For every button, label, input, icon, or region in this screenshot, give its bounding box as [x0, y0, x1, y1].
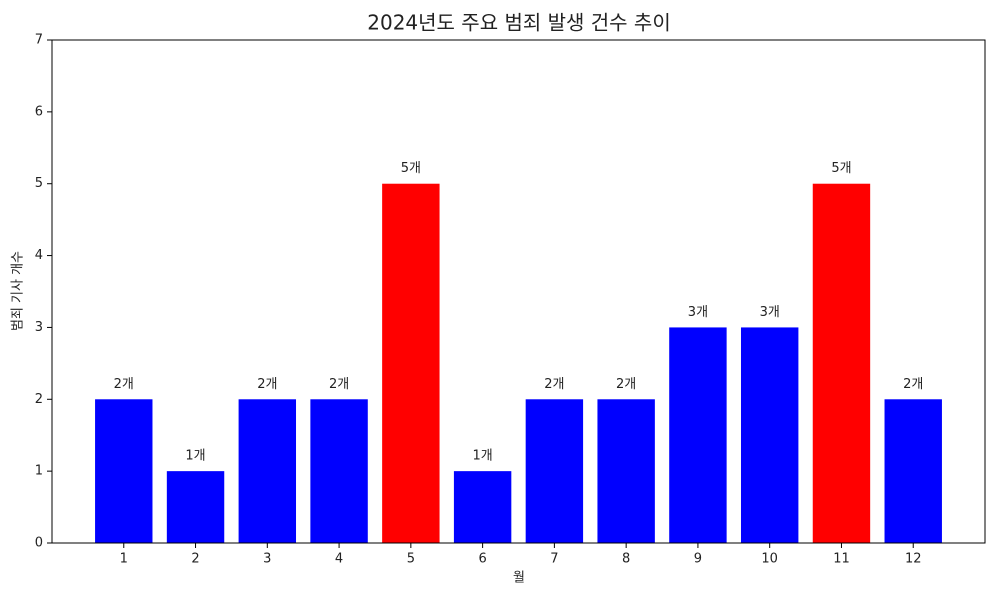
x-tick-label: 5 [407, 552, 415, 567]
x-tick-label: 1 [120, 552, 128, 567]
x-tick-label: 10 [761, 552, 778, 567]
y-tick-label: 2 [35, 392, 43, 407]
x-axis-label: 월 [513, 571, 525, 586]
bar [597, 399, 655, 543]
bar [812, 183, 871, 543]
bar [382, 183, 440, 543]
y-tick-label: 0 [35, 536, 43, 551]
bar [669, 327, 727, 543]
value-label: 1개 [472, 449, 492, 464]
x-tick-label: 11 [833, 552, 850, 567]
x-tick-label: 3 [263, 552, 271, 567]
value-label: 2개 [544, 377, 564, 392]
y-axis-label: 범죄 기사 개수 [11, 251, 26, 331]
value-label: 5개 [401, 161, 421, 176]
value-label: 2개 [616, 377, 636, 392]
bar [166, 471, 225, 543]
x-tick-label: 12 [905, 552, 922, 567]
value-label: 2개 [114, 377, 134, 392]
chart-title: 2024년도 주요 범죄 발생 건수 추이 [367, 11, 671, 35]
value-label: 5개 [831, 161, 851, 176]
bar [525, 399, 584, 543]
x-tick-label: 4 [335, 552, 343, 567]
y-tick-label: 3 [35, 320, 43, 335]
value-label: 2개 [903, 377, 923, 392]
value-label: 3개 [760, 305, 780, 320]
bar [884, 399, 942, 543]
value-label: 2개 [329, 377, 349, 392]
y-tick-label: 7 [35, 33, 43, 48]
y-tick-label: 5 [35, 176, 43, 191]
y-tick-label: 1 [35, 464, 43, 479]
x-tick-label: 6 [478, 552, 486, 567]
value-label: 2개 [257, 377, 277, 392]
plot-frame [51, 39, 986, 544]
y-tick-label: 6 [35, 104, 43, 119]
bar [310, 399, 368, 543]
x-tick-label: 9 [694, 552, 702, 567]
bar [95, 399, 153, 543]
bar [453, 471, 512, 543]
x-tick-label: 8 [622, 552, 630, 567]
bar [238, 399, 297, 543]
x-tick-label: 7 [550, 552, 558, 567]
value-label: 1개 [185, 449, 205, 464]
x-tick-label: 2 [191, 552, 199, 567]
bar [740, 327, 799, 543]
y-tick-label: 4 [35, 248, 43, 263]
value-label: 3개 [688, 305, 708, 320]
